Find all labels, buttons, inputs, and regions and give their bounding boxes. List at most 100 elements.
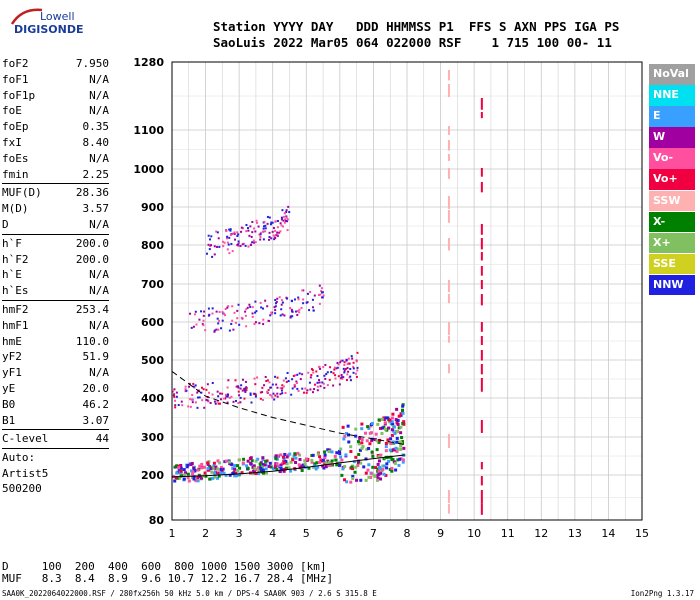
echo-point [237, 385, 240, 388]
echo-point [198, 396, 201, 399]
echo-point [239, 396, 242, 399]
echo-point [286, 466, 290, 470]
echo-point [348, 362, 351, 365]
echo-point [291, 378, 294, 381]
param-hme: hmE 110.0 [2, 334, 109, 350]
echo-point [207, 314, 210, 317]
echo-point [374, 432, 378, 436]
echo-point [213, 400, 216, 403]
echo-point [312, 371, 315, 374]
echo-point [248, 234, 251, 237]
echo-point [241, 243, 244, 246]
echo-point [254, 383, 257, 386]
echo-point [229, 228, 232, 231]
echo-point [304, 387, 307, 390]
echo-point [213, 471, 217, 475]
echo-point [223, 397, 226, 400]
echo-point [284, 218, 287, 221]
echo-point [263, 220, 266, 223]
echo-point [276, 219, 279, 222]
echo-point [273, 306, 276, 309]
param-value: N/A [89, 366, 109, 380]
echo-point [388, 420, 392, 424]
echo-point [223, 312, 226, 315]
echo-point [395, 407, 399, 411]
echo-point [247, 245, 250, 248]
echo-point [392, 425, 396, 429]
echo-point [228, 462, 232, 466]
echo-point [316, 389, 319, 392]
param-hes: h`Es N/A [2, 283, 109, 299]
file-info-footer: SAA0K_2022064022000.RSF / 280fx256h 50 k… [2, 589, 377, 598]
echo-point [254, 471, 258, 475]
echo-point [186, 463, 190, 467]
echo-point [238, 394, 241, 397]
echo-point [271, 383, 274, 386]
param-name: foEs [2, 151, 29, 165]
header-row-2: SaoLuis 2022 Mar05 064 022000 RSF 1 715 … [213, 35, 612, 50]
echo-point [318, 460, 322, 464]
echo-point [202, 388, 205, 391]
echo-point [192, 466, 196, 470]
echo-point [370, 423, 374, 427]
echo-point [179, 469, 183, 473]
echo-point [312, 309, 315, 312]
echo-point [273, 455, 277, 459]
echo-point [354, 465, 358, 469]
legend-ssw-swatch: SSW [649, 190, 695, 212]
echo-point [173, 395, 176, 398]
echo-point [376, 467, 380, 471]
y-tick-label: 1000 [133, 163, 164, 176]
echo-point [257, 468, 261, 472]
echo-point [273, 229, 276, 232]
echo-point [274, 309, 277, 312]
echo-point [339, 359, 342, 362]
echo-point [245, 464, 249, 468]
echo-point [214, 471, 218, 475]
echo-point [263, 463, 267, 467]
param-name: C-level [2, 432, 49, 446]
echo-point [259, 397, 262, 400]
x-tick-label: 2 [202, 527, 209, 540]
echo-point [259, 238, 262, 241]
echo-point [389, 437, 393, 441]
echo-point [371, 454, 375, 458]
echo-point [349, 445, 353, 449]
echo-point [216, 245, 219, 248]
echo-point [395, 447, 399, 451]
param-b0: B0 46.2 [2, 397, 109, 413]
echo-point [266, 222, 269, 225]
echo-point [365, 447, 369, 451]
echo-point [384, 445, 388, 449]
echo-point [324, 363, 327, 366]
echo-point [318, 302, 321, 305]
echo-point [280, 299, 283, 302]
echo-point [279, 463, 283, 467]
echo-point [220, 327, 223, 330]
echo-point [376, 462, 380, 466]
echo-point [233, 463, 237, 467]
echo-point [254, 311, 257, 314]
echo-point [193, 469, 197, 473]
echo-point [219, 465, 223, 469]
echo-point [351, 467, 355, 471]
legend-x-swatch: X+ [649, 232, 695, 254]
echo-point [301, 289, 304, 292]
echo-point [306, 301, 309, 304]
echo-point [330, 459, 334, 463]
echo-point [175, 471, 179, 475]
echo-point [239, 401, 242, 404]
echo-point [398, 457, 402, 461]
echo-point [354, 434, 358, 438]
echo-point [400, 436, 404, 440]
echo-point [357, 459, 361, 463]
echo-point [267, 319, 270, 322]
artist-label: Artist5 [2, 466, 49, 480]
param-value: N/A [89, 217, 109, 231]
echo-point [237, 390, 240, 393]
echo-point [395, 430, 399, 434]
echo-point [194, 479, 198, 483]
echo-point [208, 391, 211, 394]
echo-point [400, 441, 404, 445]
echo-point [401, 458, 405, 462]
